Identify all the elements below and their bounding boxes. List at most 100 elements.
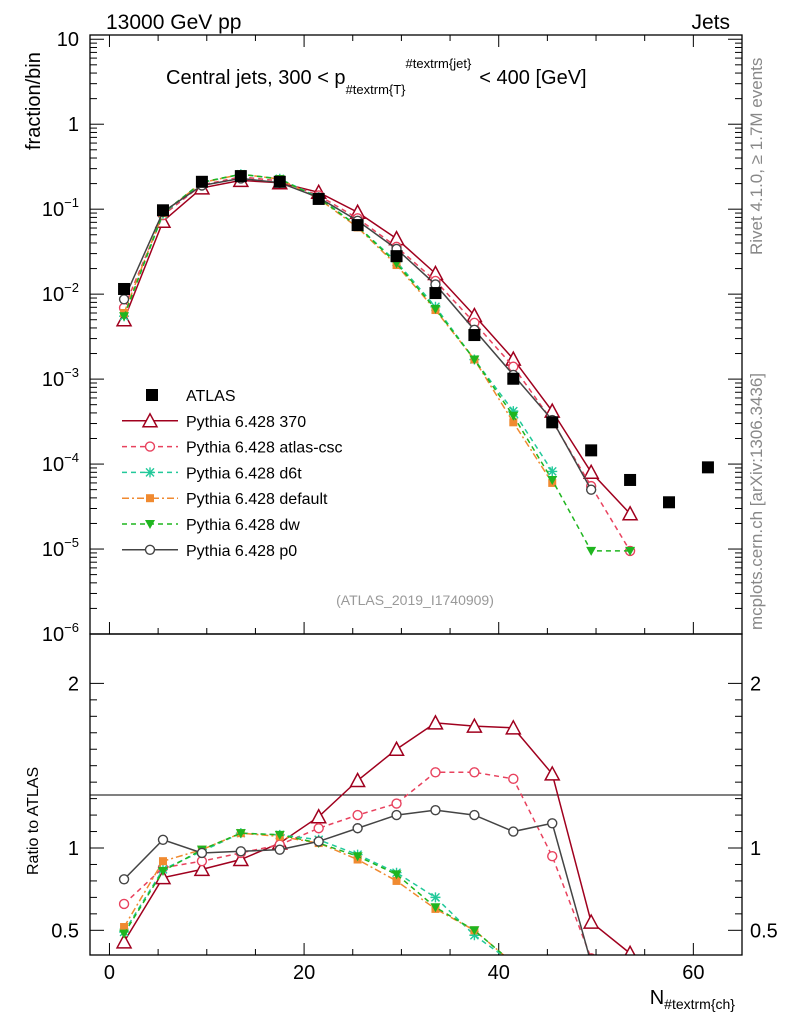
chart-title-pre: Central jets, 300 < p [166, 67, 346, 89]
watermark: (ATLAS_2019_I1740909) [336, 592, 494, 608]
ratio-point [120, 875, 129, 884]
ratio-point [626, 992, 635, 1001]
legend-label: Pythia 6.428 d6t [186, 465, 302, 482]
top-tick-label: 10−3 [42, 365, 79, 391]
ratio-line [124, 833, 552, 980]
series-line [124, 180, 630, 513]
ratio-point [509, 959, 517, 967]
tick-base: 10 [57, 29, 79, 51]
top-tick-label: 10−2 [42, 280, 79, 306]
tick-exponent: −1 [64, 195, 79, 210]
atlas-data-point [429, 287, 441, 299]
ratio-point [353, 824, 362, 833]
ratio-point [275, 845, 284, 854]
ratio-point [158, 835, 167, 844]
ratio-point [392, 799, 401, 808]
tick-exponent: −2 [64, 280, 79, 295]
series-point [586, 547, 596, 556]
x-axis-label-main: N [650, 987, 664, 1009]
ratio-point [584, 915, 598, 928]
ratio-tick-label-right: 0.5 [750, 920, 778, 942]
top-tick-label: 10−6 [42, 620, 79, 646]
ratio-line [124, 833, 552, 980]
ratio-point [547, 975, 557, 985]
atlas-data-point [468, 329, 480, 341]
chart-title-post: < 400 [GeV] [479, 67, 586, 89]
ratio-point [548, 819, 557, 828]
ratio-point [431, 806, 440, 815]
ratio-point [314, 837, 323, 846]
tick-base: 10 [42, 369, 64, 391]
top-tick-label: 10 [57, 29, 79, 51]
x-tick-label: 0 [104, 962, 115, 984]
ratio-point [353, 811, 362, 820]
plot-canvas: 13000 GeV pp Jets Rivet 4.1.0, ≥ 1.7M ev… [0, 0, 786, 1024]
ratio-point [197, 848, 206, 857]
atlas-data-point [507, 373, 519, 385]
tick-base: 10 [42, 284, 64, 306]
ratio-point [548, 976, 556, 984]
bottom-ylabel: Ratio to ATLAS [25, 767, 42, 875]
x-axis-label: N#textrm{ch} [650, 987, 736, 1012]
ratio-tick-label-right: 1 [750, 838, 761, 860]
atlas-data-point [196, 176, 208, 188]
series-point [120, 295, 129, 304]
legend: ATLAS Pythia 6.428 370 Pythia 6.428 atlas-… [122, 388, 343, 560]
series-line [124, 174, 552, 483]
series-point [584, 465, 598, 478]
atlas-data-point [274, 176, 286, 188]
tick-base: 10 [42, 539, 64, 561]
chart-title: Central jets, 300 < p#textrm{T} #textrm{j… [166, 56, 587, 97]
ratio-point [509, 774, 518, 783]
bottom-y-axis: 0.5 0.51 12 2 [51, 673, 778, 942]
legend-atlas-marker [146, 389, 158, 401]
tick-base: 10 [42, 624, 64, 646]
tick-exponent: −6 [64, 620, 79, 635]
atlas-data-point [118, 283, 130, 295]
chart-title-sub: #textrm{T} [346, 82, 407, 97]
top-tick-label: 10−1 [42, 195, 79, 221]
atlas-data-point [663, 496, 675, 508]
tick-base: 10 [42, 454, 64, 476]
x-tick-label: 20 [293, 962, 315, 984]
tick-base: 10 [42, 199, 64, 221]
atlas-data-point [546, 416, 558, 428]
ratio-line [124, 772, 630, 996]
legend-label: Pythia 6.428 370 [186, 414, 306, 431]
atlas-data-point [235, 170, 247, 182]
legend-atlas-label: ATLAS [186, 388, 236, 405]
atlas-data-point [352, 219, 364, 231]
ratio-point [314, 824, 323, 833]
top-tick-label: 10−5 [42, 535, 79, 561]
ratio-series-layer [117, 716, 637, 1001]
ratio-tick-label-right: 2 [750, 673, 761, 695]
series-point [587, 485, 596, 494]
x-axis-label-sub: #textrm{ch} [664, 996, 735, 1012]
header-left: 13000 GeV pp [106, 11, 241, 34]
legend-label: Pythia 6.428 p0 [186, 543, 297, 560]
ratio-point [392, 811, 401, 820]
legend-marker [146, 545, 155, 554]
legend-label: Pythia 6.428 default [186, 491, 328, 508]
ratio-line [124, 723, 630, 953]
legend-marker [146, 494, 154, 502]
ratio-point [390, 742, 404, 755]
atlas-data-point [313, 193, 325, 205]
ratio-tick-label: 0.5 [51, 920, 79, 942]
chart-title-sup: #textrm{jet} [406, 56, 472, 71]
legend-label: Pythia 6.428 dw [186, 517, 300, 534]
legend-marker [145, 467, 155, 477]
x-axis: 0 20 40 60 [104, 35, 705, 984]
ratio-point [547, 976, 557, 985]
tick-exponent: −5 [64, 535, 79, 550]
atlas-data-point [157, 204, 169, 216]
ratio-point [428, 716, 442, 729]
ratio-point [431, 768, 440, 777]
ratio-line [124, 833, 552, 980]
ratio-point [548, 852, 557, 861]
side-rivet: Rivet 4.1.0, ≥ 1.7M events [747, 58, 766, 255]
top-tick-label: 10−4 [42, 450, 79, 476]
tick-exponent: −4 [64, 450, 79, 465]
atlas-data-point [624, 474, 636, 486]
header-right: Jets [691, 11, 730, 34]
